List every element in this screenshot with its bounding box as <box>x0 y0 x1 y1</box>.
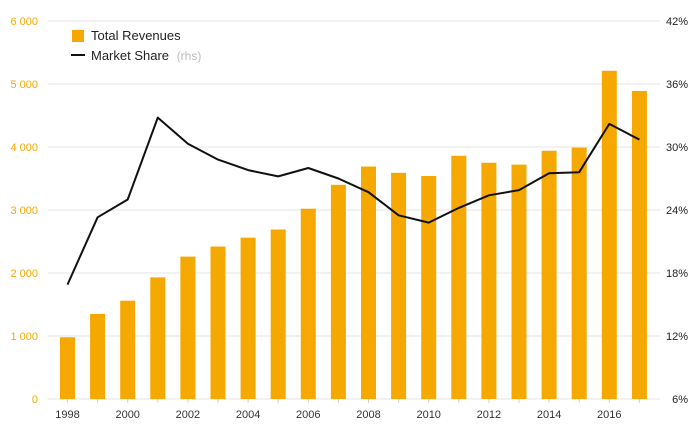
x-tick-label: 2006 <box>296 409 320 421</box>
legend: Total Revenues Market Share (rhs) <box>71 28 201 63</box>
bar-2000 <box>120 300 136 399</box>
x-tick-label: 2014 <box>537 409 561 421</box>
legend-label-market-share: Market Share <box>91 48 169 63</box>
y-right-tick-label: 12% <box>666 331 688 343</box>
y-right-tick-label: 42% <box>666 16 688 28</box>
bar-2011 <box>451 155 467 399</box>
x-tick-label: 2000 <box>115 409 139 421</box>
x-tick-label: 2012 <box>477 409 501 421</box>
bar-2007 <box>330 184 346 399</box>
x-axis: 1998 2000 2002 2004 2006 2008 2010 2012 2014 2016 <box>55 399 640 421</box>
y-left-tick-label: 4 000 <box>10 142 38 154</box>
bar-2006 <box>300 208 316 399</box>
y-right-tick-label: 18% <box>666 268 688 280</box>
y-right-tick-label: 24% <box>666 205 688 217</box>
y-left-tick-label: 5 000 <box>10 79 38 91</box>
y-left-tick-label: 2 000 <box>10 268 38 280</box>
bar-2013 <box>511 164 527 399</box>
y-left-tick-label: 0 <box>32 394 38 406</box>
y-right-tick-label: 36% <box>666 79 688 91</box>
bar-2008 <box>361 166 376 399</box>
legend-swatch-total-revenues <box>72 30 84 42</box>
bar-2015 <box>571 147 587 399</box>
revenue-bars <box>60 70 647 400</box>
x-tick-label: 2002 <box>176 409 200 421</box>
bar-2014 <box>541 150 557 399</box>
bar-2012 <box>481 162 497 399</box>
x-tick-label: 1998 <box>55 409 79 421</box>
bar-2009 <box>391 172 407 399</box>
gridlines <box>48 20 660 400</box>
left-axis: 0 1 000 2 000 3 000 4 000 5 000 6 000 <box>10 16 38 406</box>
legend-label-total-revenues: Total Revenues <box>91 28 181 43</box>
x-tick-label: 2004 <box>236 409 260 421</box>
x-tick-label: 2008 <box>356 409 380 421</box>
right-axis: 6% 12% 18% 24% 30% 36% 42% <box>666 16 688 406</box>
bar-2017 <box>631 90 647 400</box>
bar-1998 <box>60 337 75 399</box>
bar-1999 <box>90 313 106 399</box>
x-tick-label: 2016 <box>597 409 621 421</box>
y-left-tick-label: 3 000 <box>10 205 38 217</box>
x-tick-label: 2010 <box>416 409 440 421</box>
bar-2005 <box>270 229 286 399</box>
y-left-tick-label: 6 000 <box>10 16 38 28</box>
bar-2002 <box>180 256 196 399</box>
bar-2004 <box>240 237 256 399</box>
market-share-line <box>66 116 640 286</box>
y-right-tick-label: 30% <box>666 142 688 154</box>
bar-2016 <box>601 70 617 400</box>
y-left-tick-label: 1 000 <box>10 331 38 343</box>
bar-2003 <box>210 246 226 399</box>
svg-text:Market Share (rhs): Market Share (rhs) <box>91 48 201 63</box>
legend-label-rhs-note: (rhs) <box>177 49 202 63</box>
y-right-tick-label: 6% <box>672 394 688 406</box>
bar-2010 <box>421 175 437 399</box>
market-share-line-group <box>66 116 640 286</box>
bar-2001 <box>150 277 166 399</box>
